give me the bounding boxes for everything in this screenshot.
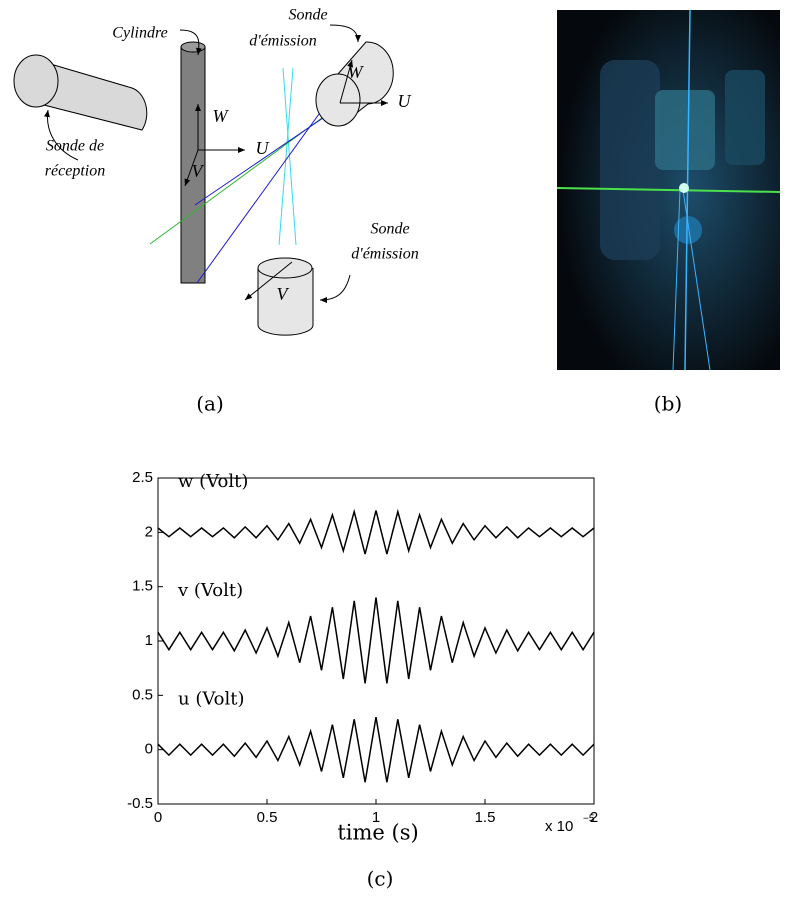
x-tick-label: 2 xyxy=(590,809,598,826)
x-scale-exponent: −5 xyxy=(583,814,595,825)
plot-frame xyxy=(157,477,595,805)
x-tick-label: 1 xyxy=(372,809,380,826)
arrow xyxy=(43,109,79,161)
emission-probe-end xyxy=(315,73,361,127)
x-scale: x 10 xyxy=(545,818,573,835)
axis-arrow xyxy=(184,149,199,187)
y-tick-label: 1 xyxy=(145,632,153,649)
beam xyxy=(278,67,294,246)
reception-probe xyxy=(29,57,148,131)
y-tick-label: 1.5 xyxy=(132,578,153,595)
photo-lens xyxy=(655,90,715,170)
y-tick-label: 0.5 xyxy=(132,686,153,703)
signal-line xyxy=(157,716,595,783)
beam xyxy=(282,67,297,246)
y-tick-label: 2 xyxy=(145,523,153,540)
x-tick-label: 1.5 xyxy=(475,809,496,826)
label: d'émission xyxy=(351,246,418,263)
series-label: v (Volt) xyxy=(177,580,243,601)
reception-probe-end xyxy=(13,54,59,108)
x-tick-label: 0 xyxy=(154,809,162,826)
axis-letter: W xyxy=(348,62,365,82)
photo-focus xyxy=(679,183,689,193)
caption: (a) xyxy=(196,392,224,416)
x-tick-label: 0.5 xyxy=(257,809,278,826)
axis-letter: V xyxy=(192,161,205,181)
caption: (b) xyxy=(654,392,682,416)
signal-line xyxy=(157,508,595,555)
label: Sonde de xyxy=(46,138,104,155)
photo-lens xyxy=(725,70,765,165)
arrow xyxy=(179,29,202,56)
axis-arrow xyxy=(339,59,354,104)
x-axis-label: time (s) xyxy=(337,821,418,845)
y-tick-label: 2.5 xyxy=(132,469,153,486)
chart: time (s) x 10 −5 (c) -0.500.511.522.50 0.… xyxy=(127,469,598,891)
diagram: Sonde de réception Cylindre Sonde d'émis… xyxy=(13,7,419,416)
series-label: u (Volt) xyxy=(178,689,245,710)
signal-line xyxy=(157,597,595,684)
emission-probe xyxy=(257,268,314,336)
axis-arrow xyxy=(244,261,293,301)
y-tick-label: 0 xyxy=(145,741,153,758)
cylinder-top xyxy=(180,41,206,53)
photo: (b) xyxy=(556,9,781,416)
y-tick-label: -0.5 xyxy=(127,795,153,812)
arrow xyxy=(329,24,361,43)
axis-letter: V xyxy=(277,284,290,304)
axis-letter: U xyxy=(398,91,412,111)
label: Sonde xyxy=(288,7,327,24)
label: réception xyxy=(45,163,105,180)
label: Sonde xyxy=(370,221,409,238)
caption: (c) xyxy=(367,867,394,891)
series-label: w (Volt) xyxy=(178,471,248,492)
arrow xyxy=(319,274,351,303)
photo-beam xyxy=(682,189,711,371)
label: d'émission xyxy=(249,33,316,50)
photo-mount xyxy=(600,60,660,260)
photo-probe xyxy=(674,216,702,244)
photo-beam xyxy=(672,189,681,371)
photo-beam xyxy=(556,187,781,193)
axis-letter: U xyxy=(256,138,270,158)
label: Cylindre xyxy=(112,25,167,42)
axis-letter: W xyxy=(213,106,230,126)
